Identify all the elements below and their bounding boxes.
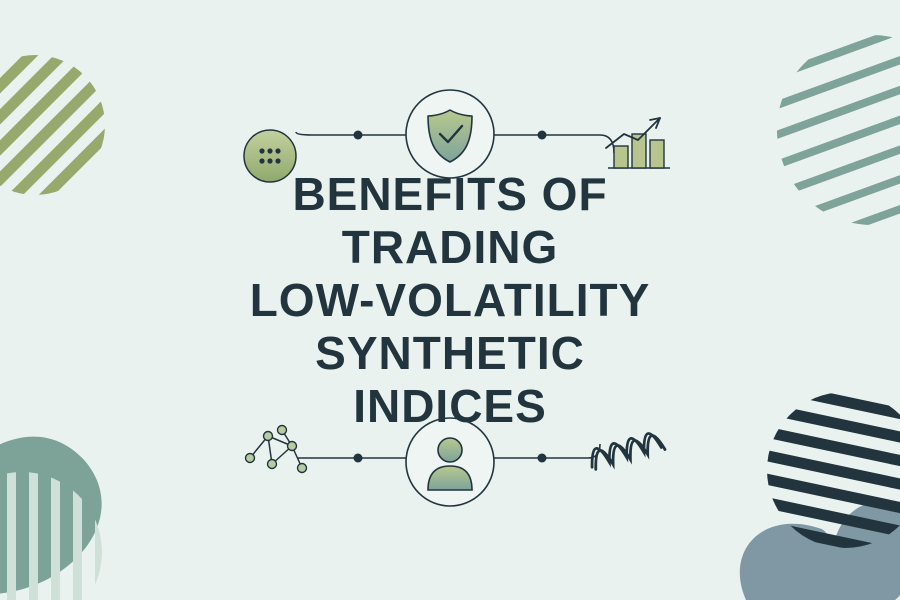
- headline-line2: LOW-VOLATILITY: [250, 274, 651, 326]
- headline-line1: BENEFITS OF TRADING: [292, 168, 607, 273]
- stripes-bottom-left: [0, 360, 214, 600]
- network-graph-icon: [246, 426, 307, 473]
- bar-chart-icon: [606, 118, 670, 168]
- headline-line3: SYNTHETIC INDICES: [315, 326, 585, 431]
- infographic-stage: BENEFITS OF TRADING LOW-VOLATILITY SYNTH…: [0, 0, 900, 600]
- headline: BENEFITS OF TRADING LOW-VOLATILITY SYNTH…: [225, 168, 675, 432]
- shield-check-icon: [406, 90, 494, 178]
- coil-icon: [587, 430, 665, 470]
- blob-bottom-left: [0, 345, 123, 600]
